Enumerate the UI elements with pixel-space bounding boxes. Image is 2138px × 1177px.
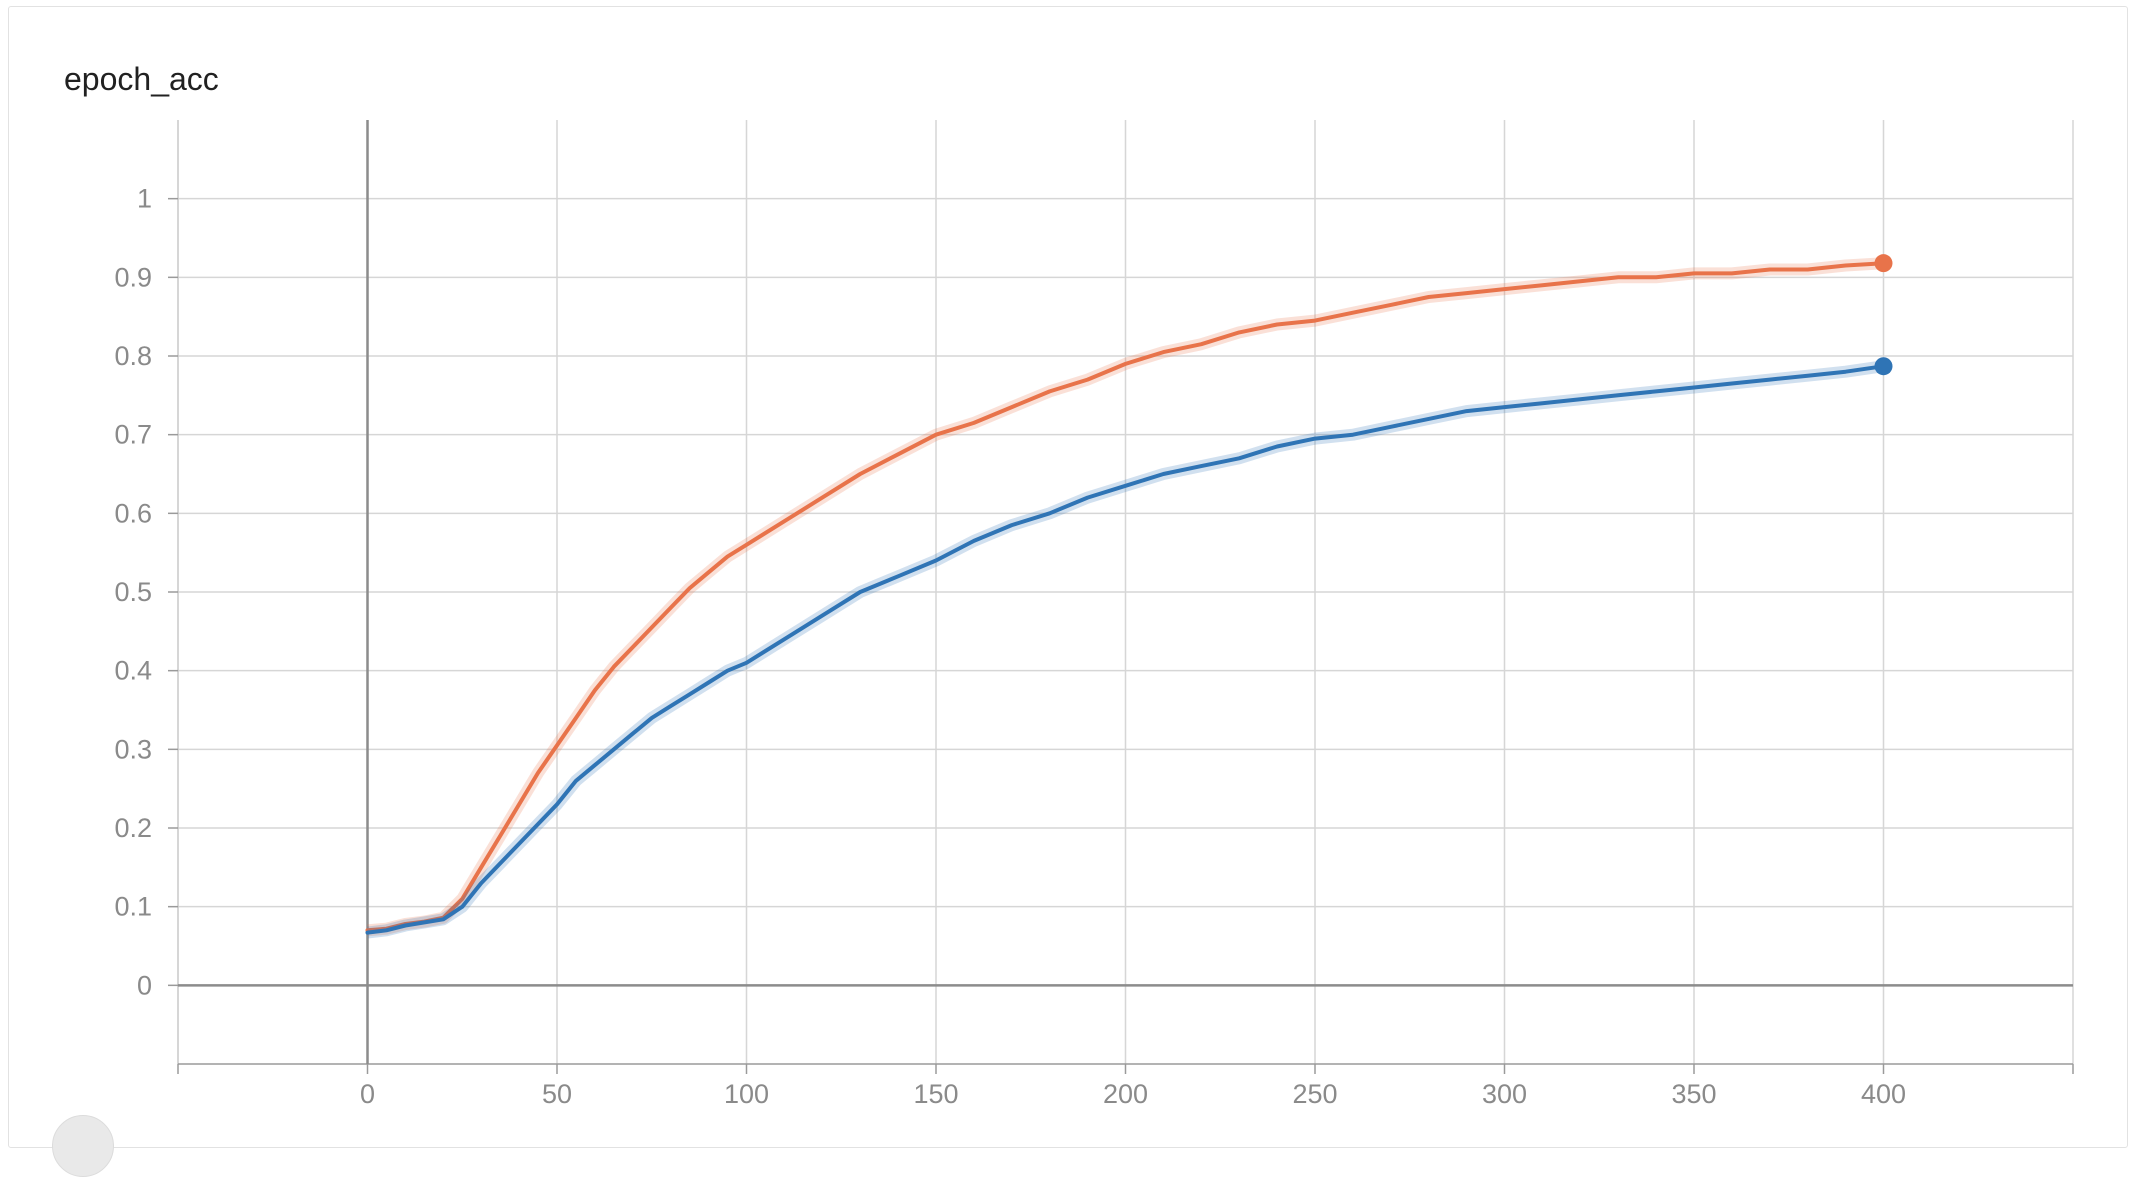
y-tick-label: 0.6	[114, 498, 152, 528]
x-tick-label: 100	[724, 1079, 769, 1109]
chart-axes	[168, 120, 2074, 1074]
x-tick-label: 400	[1861, 1079, 1906, 1109]
x-tick-label: 350	[1671, 1079, 1716, 1109]
y-tick-label: 0.3	[114, 734, 152, 764]
y-tick-label: 1	[137, 184, 152, 214]
x-tick-label: 50	[542, 1079, 572, 1109]
series-1-end-point	[1874, 254, 1893, 273]
chart: 0 50 100 150 200 250 300 350 400 0 0.1 0.2 0.3 0.4 0.5…	[114, 120, 2074, 1109]
series-2-end-point	[1874, 357, 1893, 376]
y-tick-label: 0.9	[114, 262, 152, 292]
x-tick-label: 200	[1103, 1079, 1148, 1109]
expand-chart-button[interactable]	[52, 1115, 114, 1177]
x-tick-label: 300	[1482, 1079, 1527, 1109]
y-tick-label: 0.8	[114, 341, 152, 371]
series-1-line	[365, 261, 1886, 933]
series-2-line	[365, 364, 1886, 935]
chart-title: epoch_acc	[64, 61, 219, 97]
y-tick-label: 0.7	[114, 420, 152, 450]
chart-card: epoch_acc	[8, 6, 2128, 1148]
y-tick-label: 0.1	[114, 892, 152, 922]
chart-grid	[177, 120, 2074, 1064]
y-tick-label: 0	[137, 970, 152, 1000]
chart-tick-labels: 0 50 100 150 200 250 300 350 400 0 0.1 0.2 0.3 0.4 0.5…	[114, 184, 1906, 1109]
chart-series	[365, 254, 1893, 939]
x-tick-label: 0	[360, 1079, 375, 1109]
y-tick-label: 0.4	[114, 656, 152, 686]
x-tick-label: 250	[1292, 1079, 1337, 1109]
x-tick-label: 150	[913, 1079, 958, 1109]
y-tick-label: 0.5	[114, 577, 152, 607]
y-tick-label: 0.2	[114, 813, 152, 843]
